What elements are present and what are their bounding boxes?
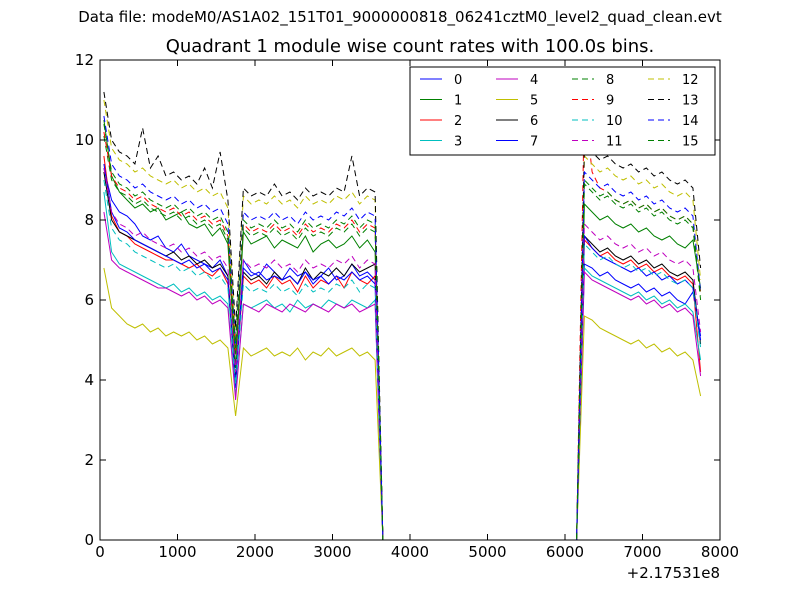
y-tick-label: 6: [84, 291, 94, 309]
y-tick-label: 4: [84, 371, 94, 389]
series-line-4: [103, 211, 702, 541]
y-tick-label: 10: [75, 131, 94, 149]
legend-label-15: 15: [682, 135, 699, 150]
legend-label-1: 1: [454, 94, 462, 109]
x-tick-label: 5000: [468, 543, 506, 561]
series-line-12: [103, 99, 702, 541]
legend-label-2: 2: [454, 114, 462, 129]
legend-box: [409, 66, 716, 156]
legend-label-6: 6: [530, 114, 538, 129]
x-tick-label: 6000: [546, 543, 584, 561]
legend-label-0: 0: [454, 73, 462, 88]
data-file-caption: Data file: modeM0/AS1A02_151T01_90000008…: [78, 8, 722, 26]
x-tick-label: 4000: [391, 543, 429, 561]
x-offset-label: +2.17531e8: [627, 564, 720, 582]
legend-label-11: 11: [606, 135, 623, 150]
legend-label-8: 8: [606, 73, 614, 88]
series-line-14: [103, 115, 702, 541]
x-tick-label: 0: [95, 543, 105, 561]
legend-label-10: 10: [606, 114, 623, 129]
legend-label-13: 13: [682, 94, 699, 109]
x-tick-label: 7000: [623, 543, 661, 561]
chart-title: Quadrant 1 module wise count rates with …: [165, 36, 655, 57]
series-line-3: [103, 191, 702, 541]
y-tick-label: 0: [84, 531, 94, 549]
y-tick-label: 8: [84, 211, 94, 229]
series-line-1: [103, 119, 702, 541]
series-line-2: [103, 155, 702, 541]
x-tick-label: 2000: [236, 543, 274, 561]
x-tick-label: 8000: [701, 543, 739, 561]
series-line-8: [103, 135, 702, 541]
series-line-10: [103, 179, 702, 541]
legend-label-5: 5: [530, 94, 538, 109]
legend-label-3: 3: [454, 135, 462, 150]
series-line-9: [103, 99, 702, 541]
x-tick-label: 1000: [158, 543, 196, 561]
legend-label-12: 12: [682, 73, 699, 88]
x-tick-label: 3000: [313, 543, 351, 561]
legend-label-9: 9: [606, 94, 614, 109]
legend-label-4: 4: [530, 73, 538, 88]
series-line-15: [103, 123, 702, 541]
legend-label-7: 7: [530, 135, 538, 150]
series-line-13: [103, 91, 702, 541]
y-tick-label: 12: [75, 51, 94, 69]
y-tick-label: 2: [84, 451, 94, 469]
series-line-6: [103, 171, 702, 541]
legend-label-14: 14: [682, 114, 699, 129]
series-line-0: [103, 167, 702, 541]
series-line-7: [103, 163, 702, 541]
series-line-11: [103, 167, 702, 541]
series-line-5: [103, 267, 702, 541]
